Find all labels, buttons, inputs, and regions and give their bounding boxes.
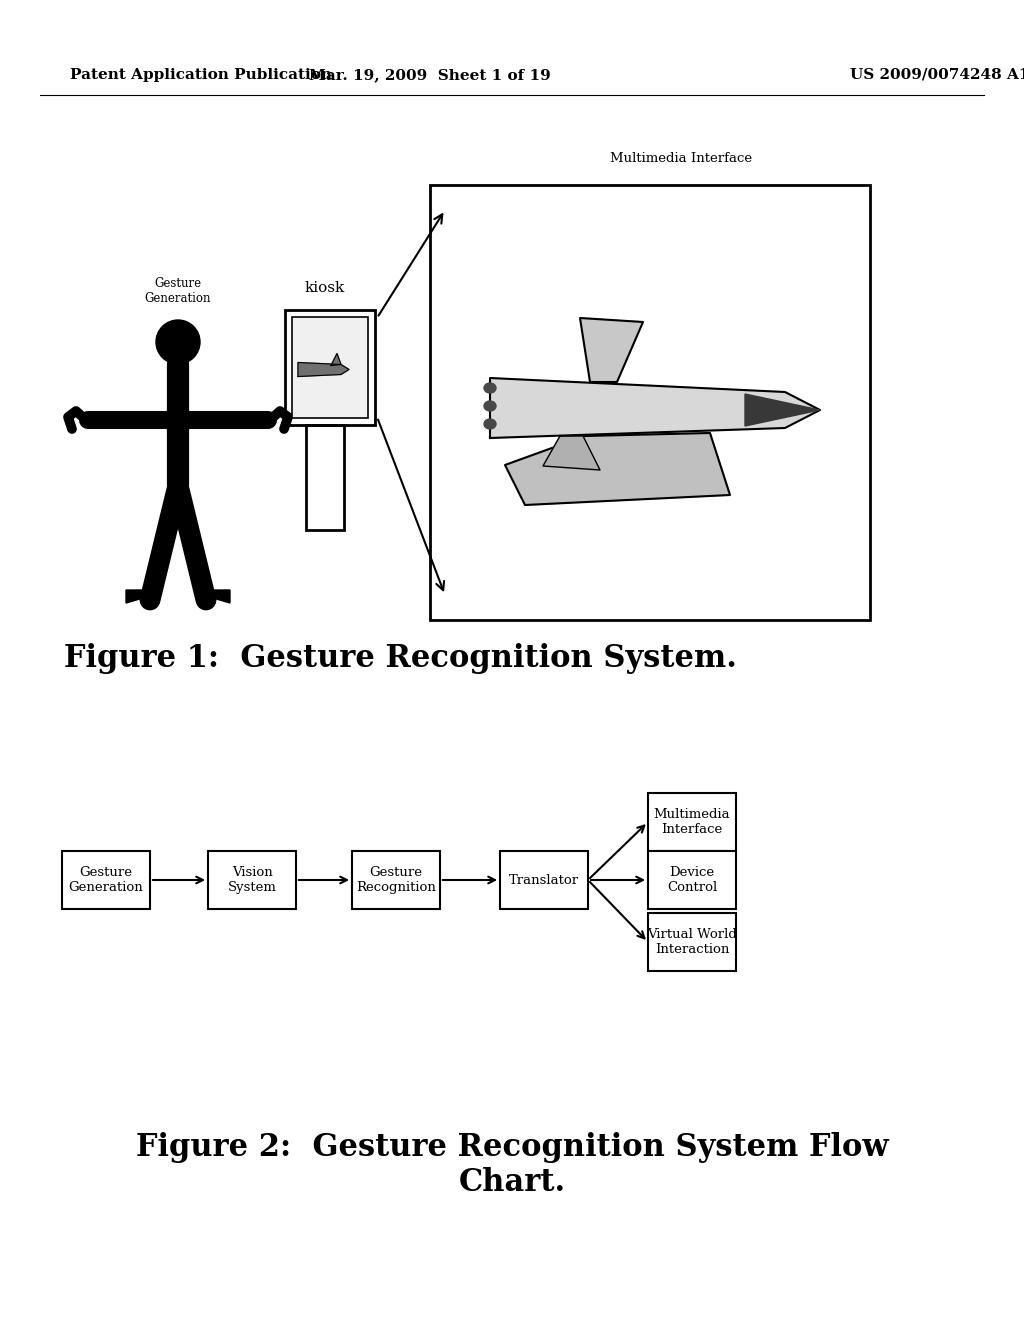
Text: Gesture
Generation: Gesture Generation	[144, 277, 211, 305]
Text: Patent Application Publication: Patent Application Publication	[70, 69, 332, 82]
Text: Gesture
Recognition: Gesture Recognition	[356, 866, 436, 894]
Bar	[648, 851, 736, 909]
Bar	[306, 425, 344, 531]
Text: Vision
System: Vision System	[227, 866, 276, 894]
Polygon shape	[505, 433, 730, 506]
Ellipse shape	[484, 418, 496, 429]
Polygon shape	[745, 393, 820, 426]
Bar	[500, 851, 588, 909]
Text: Mar. 19, 2009  Sheet 1 of 19: Mar. 19, 2009 Sheet 1 of 19	[309, 69, 551, 82]
Polygon shape	[490, 378, 820, 438]
Text: Gesture
Generation: Gesture Generation	[69, 866, 143, 894]
Text: Device
Control: Device Control	[667, 866, 717, 894]
Bar	[430, 185, 870, 620]
Polygon shape	[331, 354, 341, 366]
Text: Figure 1:  Gesture Recognition System.: Figure 1: Gesture Recognition System.	[63, 643, 736, 673]
Bar	[648, 913, 736, 972]
Polygon shape	[298, 363, 349, 376]
Bar	[208, 851, 296, 909]
Text: Multimedia Interface: Multimedia Interface	[610, 152, 752, 165]
Circle shape	[156, 319, 200, 364]
Bar	[292, 317, 368, 418]
Polygon shape	[126, 590, 156, 603]
Ellipse shape	[484, 383, 496, 393]
Text: US 2009/0074248 A1: US 2009/0074248 A1	[850, 69, 1024, 82]
Text: kiosk: kiosk	[305, 281, 345, 294]
Polygon shape	[580, 318, 643, 381]
Bar	[62, 851, 150, 909]
Text: Translator: Translator	[509, 874, 579, 887]
Polygon shape	[543, 436, 600, 470]
Ellipse shape	[484, 401, 496, 411]
Bar	[352, 851, 440, 909]
Text: Virtual World
Interaction: Virtual World Interaction	[647, 928, 737, 956]
Text: Multimedia
Interface: Multimedia Interface	[653, 808, 730, 836]
Polygon shape	[200, 590, 230, 603]
Bar	[648, 793, 736, 851]
Bar	[285, 310, 375, 425]
Text: Figure 2:  Gesture Recognition System Flow
Chart.: Figure 2: Gesture Recognition System Flo…	[136, 1131, 888, 1199]
